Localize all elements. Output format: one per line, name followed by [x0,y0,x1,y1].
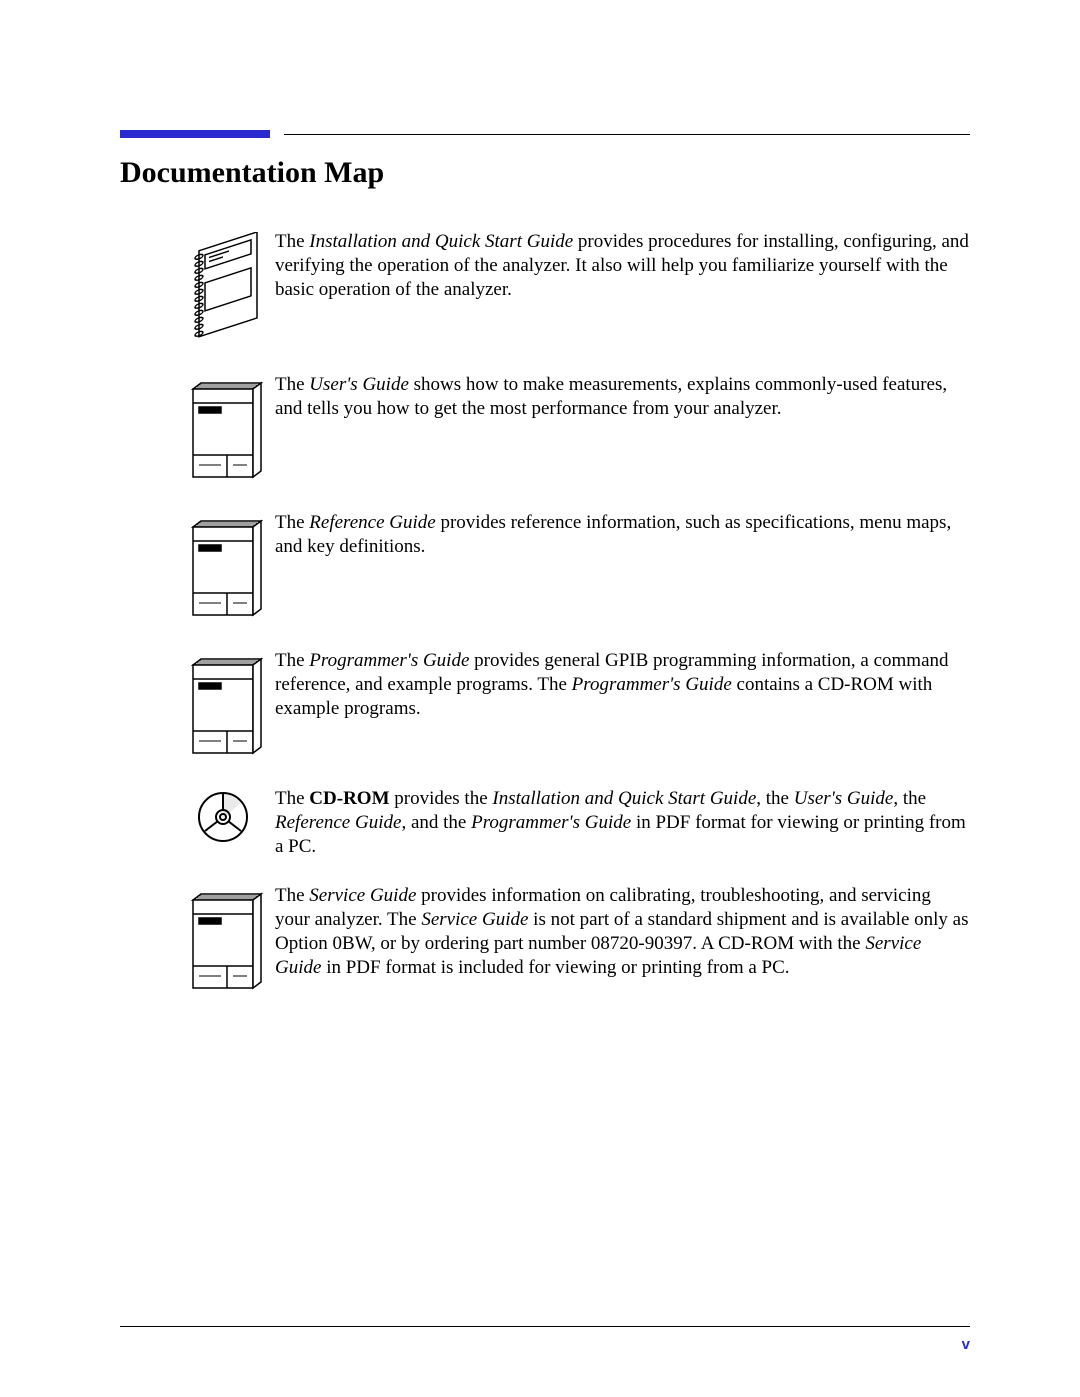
entry-text: The Programmer's Guide provides general … [275,649,970,720]
entry-text: The Reference Guide provides reference i… [275,511,970,559]
entry-reference-guide: The Reference Guide provides reference i… [170,511,970,623]
footer-rule [120,1326,970,1327]
page-title: Documentation Map [120,156,970,190]
thin-rule [284,134,970,135]
entry-users-guide: The User's Guide shows how to make measu… [170,373,970,485]
box-book-icon [170,649,275,761]
box-book-icon [170,373,275,485]
entry-text: The Service Guide provides information o… [275,884,970,979]
spiral-book-icon [170,230,275,347]
accent-bar [120,130,270,138]
header-rule [120,130,970,138]
box-book-icon [170,884,275,996]
cd-icon [170,787,275,845]
page: Documentation Map [0,0,1080,1397]
entries-list: The Installation and Quick Start Guide p… [170,230,970,996]
entry-text: The User's Guide shows how to make measu… [275,373,970,421]
box-book-icon [170,511,275,623]
entry-text: The CD-ROM provides the Installation and… [275,787,970,858]
entry-service-guide: The Service Guide provides information o… [170,884,970,996]
entry-cdrom: The CD-ROM provides the Installation and… [170,787,970,858]
entry-programmers-guide: The Programmer's Guide provides general … [170,649,970,761]
entry-text: The Installation and Quick Start Guide p… [275,230,970,301]
page-number: v [962,1336,970,1353]
entry-install-guide: The Installation and Quick Start Guide p… [170,230,970,347]
